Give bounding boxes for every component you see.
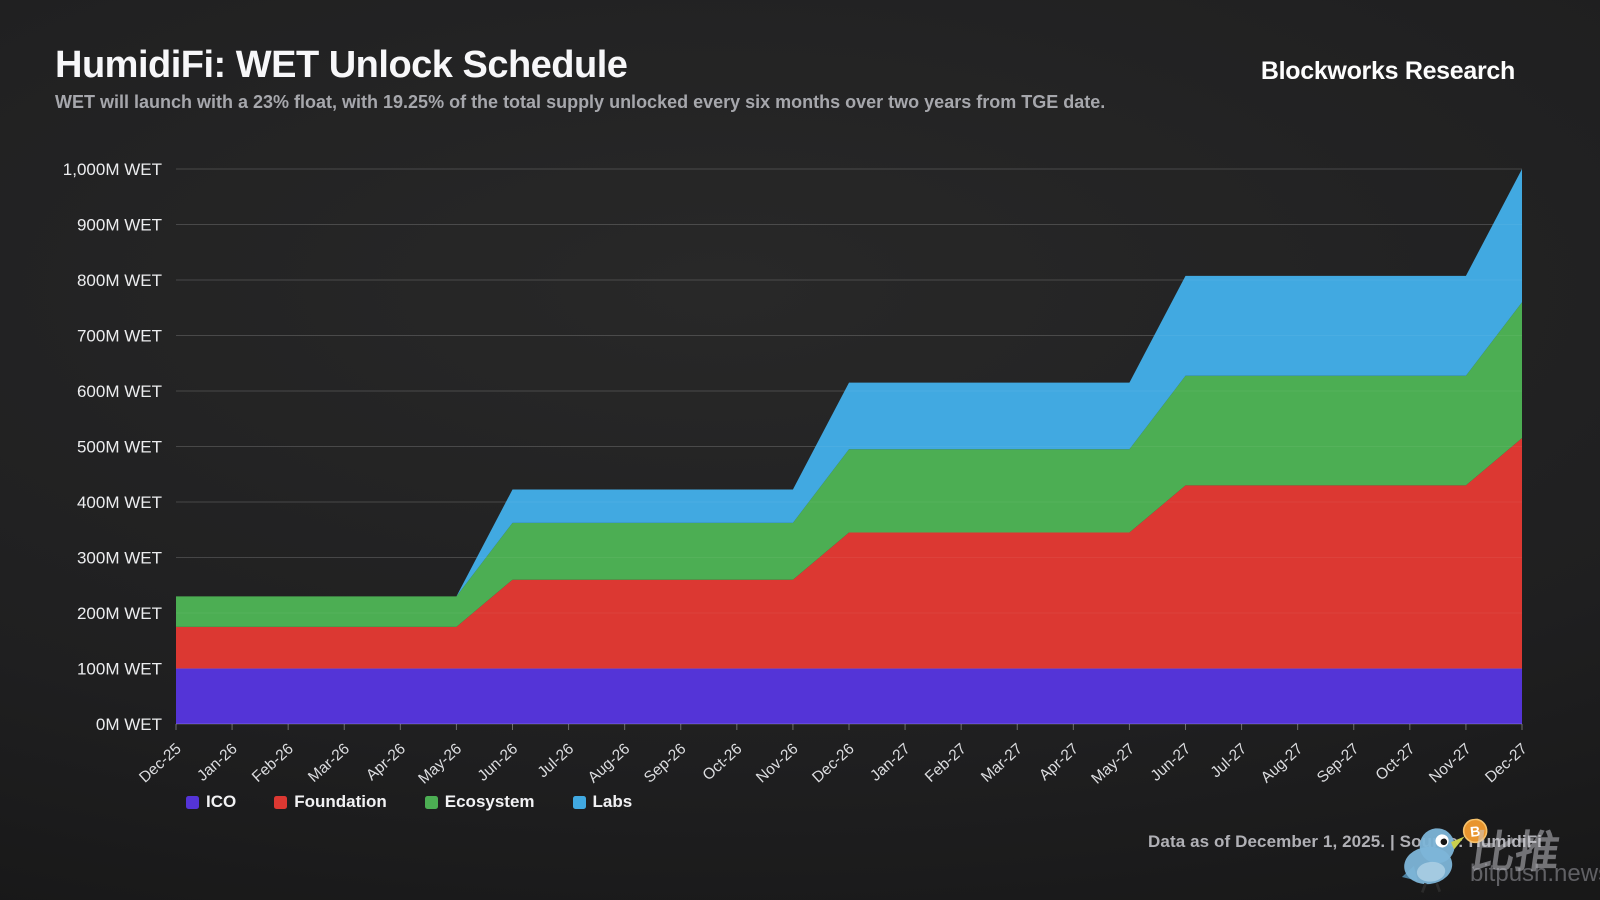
- brand-label: Blockworks Research: [1260, 57, 1515, 85]
- legend-swatch-labs: [572, 795, 586, 809]
- x-axis-label: Oct-27: [1373, 740, 1419, 784]
- x-axis-label: Apr-26: [363, 740, 409, 784]
- y-axis-label: 400M WET: [77, 493, 162, 512]
- area-foundation: [176, 438, 1522, 669]
- legend-item-ecosystem: Ecosystem: [424, 792, 535, 812]
- area-labs: [176, 169, 1522, 597]
- legend-item-ico: ICO: [186, 792, 236, 812]
- page-title: HumidiFi: WET Unlock Schedule: [55, 44, 628, 86]
- bitpush-watermark: B 比推 bitpush.news: [1396, 816, 1600, 896]
- area-ico: [176, 668, 1522, 724]
- y-axis-label: 500M WET: [77, 438, 162, 457]
- legend-label: Labs: [592, 792, 633, 811]
- x-axis-label: Feb-27: [922, 740, 970, 786]
- legend-label: Foundation: [294, 792, 387, 811]
- x-axis-label: Nov-27: [1426, 740, 1475, 786]
- legend-swatch-ico: [186, 795, 199, 809]
- x-axis-label: Aug-27: [1258, 740, 1307, 786]
- legend-item-labs: Labs: [572, 792, 633, 812]
- legend-item-foundation: Foundation: [274, 792, 387, 812]
- y-axis-label: 800M WET: [77, 271, 162, 290]
- legend-label: Ecosystem: [444, 792, 535, 811]
- x-axis-label: Dec-27: [1482, 740, 1531, 786]
- x-axis-label: May-26: [415, 740, 465, 787]
- y-axis-label: 900M WET: [77, 216, 162, 235]
- bird-with-bitcoin-icon: B: [1401, 818, 1488, 893]
- x-axis-label: Aug-26: [585, 740, 634, 786]
- x-axis-label: Jul-26: [535, 740, 578, 781]
- chart-legend: ICO Foundation Ecosystem Labs: [186, 792, 632, 812]
- y-axis-label: 700M WET: [77, 327, 162, 346]
- legend-label: ICO: [206, 792, 237, 811]
- x-axis-label: Jul-27: [1208, 740, 1251, 781]
- x-axis-label: Sep-26: [641, 740, 690, 786]
- x-axis-label: Dec-26: [809, 740, 858, 786]
- x-axis-label: Dec-25: [136, 740, 185, 786]
- x-axis-label: Sep-27: [1314, 740, 1363, 786]
- x-axis-label: Feb-26: [249, 740, 297, 786]
- x-axis-label: Jun-26: [475, 740, 522, 784]
- x-axis-label: Mar-26: [305, 740, 353, 785]
- y-axis-label: 600M WET: [77, 382, 162, 401]
- x-axis-label: May-27: [1088, 740, 1138, 787]
- y-axis-label: 300M WET: [77, 549, 162, 568]
- legend-swatch-ecosystem: [424, 795, 438, 809]
- x-axis-label: Jan-26: [194, 740, 241, 784]
- svg-text:B: B: [1469, 824, 1481, 841]
- y-axis-label: 1,000M WET: [63, 160, 162, 179]
- chart-subtitle: WET will launch with a 23% float, with 1…: [55, 92, 1106, 112]
- legend-swatch-foundation: [274, 795, 288, 809]
- x-axis-label: Mar-27: [978, 740, 1026, 785]
- y-axis-label: 200M WET: [77, 604, 162, 623]
- x-axis-label: Apr-27: [1036, 740, 1082, 784]
- watermark-domain-text: bitpush.news: [1470, 860, 1600, 887]
- y-axis-label: 0M WET: [96, 715, 162, 734]
- x-axis-label: Nov-26: [753, 740, 802, 786]
- x-axis-label: Jan-27: [867, 740, 914, 784]
- x-axis-label: Oct-26: [700, 740, 746, 784]
- x-axis-label: Jun-27: [1148, 740, 1195, 784]
- y-axis-label: 100M WET: [77, 660, 162, 679]
- area-ecosystem: [176, 302, 1522, 627]
